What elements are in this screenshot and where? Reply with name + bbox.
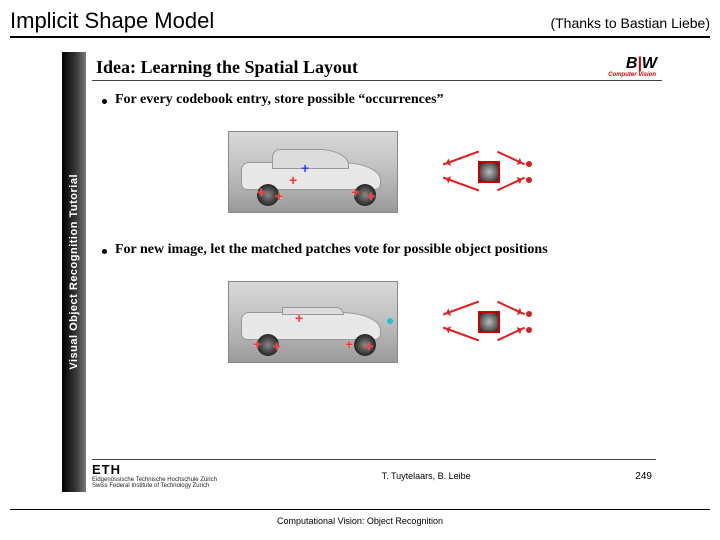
- logo-letter-w: W: [642, 55, 656, 72]
- vote-dot-icon: [526, 311, 532, 317]
- inner-sidebar: Visual Object Recognition Tutorial: [62, 52, 86, 492]
- outer-footer: Computational Vision: Object Recognition: [0, 516, 720, 526]
- outer-divider: [10, 509, 710, 510]
- embedded-slide: Visual Object Recognition Tutorial Idea:…: [62, 52, 662, 492]
- arrow-icon: [443, 151, 479, 166]
- cross-marker-icon: +: [289, 172, 297, 188]
- eth-sub-2: Swiss Federal Institute of Technology Zu…: [92, 483, 217, 490]
- arrow-icon: [443, 177, 479, 192]
- inner-title: Idea: Learning the Spatial Layout: [96, 57, 358, 78]
- marker-dot-icon: [387, 318, 393, 324]
- vote-dot-icon: [526, 161, 532, 167]
- arrow-icon: [497, 177, 525, 191]
- codebook-patch: [478, 161, 500, 183]
- inner-content: Idea: Learning the Spatial Layout B|W Co…: [92, 52, 662, 492]
- vote-dot-icon: [526, 327, 532, 333]
- outer-header: Implicit Shape Model (Thanks to Bastian …: [0, 0, 720, 42]
- bullet-text: For new image, let the matched patches v…: [115, 241, 548, 259]
- cross-marker-icon: +: [257, 184, 265, 200]
- codebook-patch: [478, 311, 500, 333]
- outer-title: Implicit Shape Model: [10, 8, 214, 34]
- cross-marker-icon: +: [275, 188, 283, 204]
- cross-marker-icon: +: [295, 310, 303, 326]
- outer-title-row: Implicit Shape Model (Thanks to Bastian …: [10, 8, 710, 38]
- logo-letter-b: B: [626, 55, 637, 72]
- cross-marker-icon: +: [253, 336, 261, 352]
- bullet: For every codebook entry, store possible…: [102, 91, 654, 109]
- car-image: ++++++: [228, 131, 398, 213]
- cross-marker-icon: +: [365, 338, 373, 354]
- cross-marker-icon: +: [301, 160, 309, 176]
- inner-footer: ETH Eidgenössische Technische Hochschule…: [92, 459, 656, 490]
- biwi-logo: B|W Computer Vision: [608, 56, 656, 78]
- arrow-icon: [497, 151, 525, 165]
- arrow-icon: [443, 327, 479, 342]
- bullets: For every codebook entry, store possible…: [92, 81, 662, 377]
- vote-dot-icon: [526, 177, 532, 183]
- bullet-dot-icon: [102, 99, 107, 104]
- inner-title-row: Idea: Learning the Spatial Layout B|W Co…: [92, 52, 662, 81]
- arrow-icon: [443, 301, 479, 316]
- inner-footer-page: 249: [635, 471, 656, 482]
- eth-sub-1: Eidgenössische Technische Hochschule Zür…: [92, 477, 217, 484]
- inner-footer-center: T. Tuytelaars, B. Leibe: [382, 471, 471, 481]
- logo-main: B|W: [626, 56, 656, 72]
- cross-marker-icon: +: [367, 188, 375, 204]
- bullet: For new image, let the matched patches v…: [102, 241, 654, 259]
- vote-arrows: [438, 137, 528, 207]
- eth-logo: ETH: [92, 463, 217, 477]
- logo-sub: Computer Vision: [608, 72, 656, 78]
- car-image: + + + + +: [228, 281, 398, 363]
- cross-marker-icon: +: [273, 338, 281, 354]
- figure-row: + + + + +: [102, 267, 654, 377]
- figure-row: ++++++: [102, 117, 654, 227]
- arrow-icon: [497, 327, 525, 341]
- outer-credit: (Thanks to Bastian Liebe): [550, 15, 710, 31]
- vote-arrows: [438, 287, 528, 357]
- cross-marker-icon: +: [345, 336, 353, 352]
- bullet-dot-icon: [102, 249, 107, 254]
- sidebar-label: Visual Object Recognition Tutorial: [68, 174, 80, 370]
- cross-marker-icon: +: [351, 184, 359, 200]
- arrow-icon: [497, 301, 525, 315]
- bullet-text: For every codebook entry, store possible…: [115, 91, 444, 109]
- eth-block: ETH Eidgenössische Technische Hochschule…: [92, 463, 217, 490]
